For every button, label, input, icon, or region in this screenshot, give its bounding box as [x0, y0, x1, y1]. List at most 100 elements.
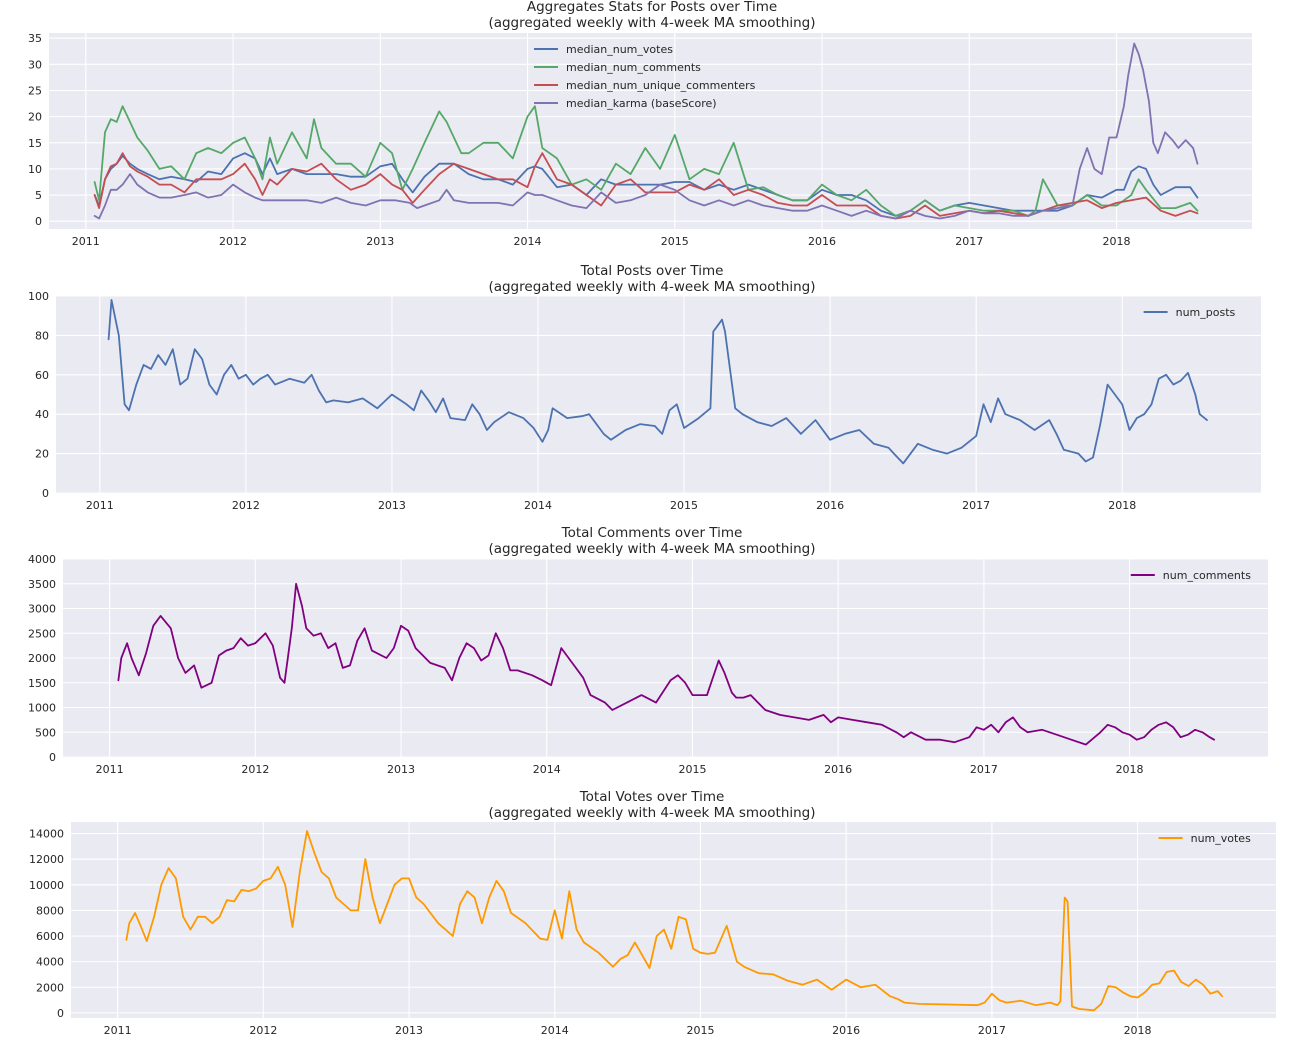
x-tick-label: 2016 [832, 1024, 860, 1037]
legend-label: median_num_votes [566, 43, 673, 56]
series-lines [93, 42, 1199, 220]
y-tick-label: 60 [35, 369, 49, 382]
y-tick-label: 10 [28, 163, 42, 176]
chart-subtitle: (aggregated weekly with 4-week MA smooth… [488, 805, 816, 821]
x-tick-label: 2012 [241, 763, 269, 776]
y-tick-label: 100 [28, 290, 49, 303]
x-tick-label: 2015 [670, 499, 698, 512]
chart-title: Total Posts over Time [580, 263, 724, 279]
gridlines [49, 33, 1252, 229]
y-tick-label: 2000 [36, 981, 64, 994]
series-lines [117, 582, 1215, 746]
y-tick-label: 2500 [28, 627, 56, 640]
x-tick-label: 2015 [686, 1024, 714, 1037]
x-tick-label: 2016 [816, 499, 844, 512]
x-tick-label: 2012 [249, 1024, 277, 1037]
series-line-median-karma-basescore [93, 42, 1199, 220]
x-tick-label: 2012 [232, 499, 260, 512]
chart-title: Total Votes over Time [579, 789, 725, 805]
y-tick-label: 14000 [29, 828, 64, 841]
x-tick-label: 2013 [387, 763, 415, 776]
series-line-median-num-votes [93, 152, 1199, 217]
legend-label: num_votes [1191, 832, 1251, 845]
x-tick-label: 2014 [533, 763, 561, 776]
x-tick-label: 2012 [219, 235, 247, 248]
series-lines [107, 299, 1208, 465]
x-tick-label: 2013 [395, 1024, 423, 1037]
legend-label: median_num_unique_commenters [566, 79, 756, 92]
y-tick-label: 8000 [36, 904, 64, 917]
y-tick-label: 6000 [36, 930, 64, 943]
x-tick-label: 2017 [955, 235, 983, 248]
x-tick-label: 2015 [678, 763, 706, 776]
series-line-num-comments [117, 582, 1215, 746]
legend-label: median_num_comments [566, 61, 701, 74]
legend-label: num_posts [1176, 306, 1236, 319]
y-tick-label: 0 [42, 487, 49, 500]
y-tick-label: 80 [35, 329, 49, 342]
x-tick-label: 2014 [541, 1024, 569, 1037]
chart-panel-total-votes: Total Votes over Time (aggregated weekly… [0, 786, 1304, 1049]
y-tick-label: 3500 [28, 578, 56, 591]
x-tick-label: 2011 [72, 235, 100, 248]
y-tick-label: 5 [35, 189, 42, 202]
y-tick-label: 2000 [28, 652, 56, 665]
legend-label: median_karma (baseScore) [566, 97, 717, 110]
y-tick-label: 0 [57, 1007, 64, 1020]
gridlines [56, 295, 1261, 494]
chart-title: Total Comments over Time [561, 525, 743, 541]
y-tick-label: 4000 [36, 956, 64, 969]
y-tick-label: 3000 [28, 603, 56, 616]
x-tick-label: 2011 [86, 499, 114, 512]
legend: median_num_votes median_num_commentsmedia… [534, 43, 756, 110]
chart-total-posts: 0 20 40 60 80 100 2011 2012 2013 2014 2015 2016 2017… [28, 290, 1261, 512]
chart-panel-aggregate-stats: Aggregates Stats for Posts over Time (ag… [0, 0, 1304, 262]
chart-subtitle: (aggregated weekly with 4-week MA smooth… [488, 541, 816, 557]
x-tick-label: 2018 [1108, 499, 1136, 512]
y-tick-label: 20 [35, 448, 49, 461]
chart-subtitle: (aggregated weekly with 4-week MA smooth… [488, 279, 816, 295]
y-tick-label: 10000 [29, 879, 64, 892]
legend-label: num_comments [1163, 569, 1251, 582]
y-tick-label: 1500 [28, 677, 56, 690]
x-tick-label: 2015 [661, 235, 689, 248]
x-tick-label: 2018 [1103, 235, 1131, 248]
x-tick-label: 2018 [1124, 1024, 1152, 1037]
x-tick-label: 2016 [808, 235, 836, 248]
chart-panel-total-posts: Total Posts over Time (aggregated weekly… [0, 262, 1304, 524]
y-tick-label: 30 [28, 58, 42, 71]
x-tick-label: 2011 [96, 763, 124, 776]
x-tick-label: 2017 [962, 499, 990, 512]
chart-panel-total-comments: Total Comments over Time (aggregated wee… [0, 524, 1304, 786]
series-lines [125, 830, 1223, 1012]
gridlines [63, 558, 1268, 758]
x-tick-label: 2016 [824, 763, 852, 776]
chart-total-comments: 0 500 1000 1500 2000 2500 3000 3500 4000 2011 2012… [28, 553, 1268, 776]
series-line-num-votes [125, 830, 1223, 1012]
legend: num_votes [1158, 832, 1251, 845]
series-line-num-posts [107, 299, 1208, 465]
y-tick-label: 0 [35, 215, 42, 228]
x-tick-label: 2014 [524, 499, 552, 512]
legend: num_comments [1130, 569, 1251, 582]
y-tick-label: 35 [28, 32, 42, 45]
y-tick-label: 0 [49, 751, 56, 764]
y-tick-label: 12000 [29, 853, 64, 866]
y-tick-label: 4000 [28, 553, 56, 566]
x-tick-label: 2017 [970, 763, 998, 776]
y-tick-label: 15 [28, 137, 42, 150]
y-tick-label: 500 [35, 726, 56, 739]
y-tick-label: 20 [28, 111, 42, 124]
x-tick-label: 2011 [104, 1024, 132, 1037]
y-tick-label: 40 [35, 408, 49, 421]
y-tick-label: 1000 [28, 702, 56, 715]
x-tick-label: 2018 [1116, 763, 1144, 776]
chart-subtitle: (aggregated weekly with 4-week MA smooth… [488, 15, 816, 31]
chart-aggregate-stats: 0 5 10 15 20 25 30 35 2011 2012 2013 2014 2015 2016 20… [28, 32, 1252, 248]
chart-title: Aggregates Stats for Posts over Time [526, 0, 778, 15]
x-tick-label: 2013 [378, 499, 406, 512]
x-tick-label: 2013 [366, 235, 394, 248]
plot-area [71, 822, 1276, 1018]
x-tick-label: 2014 [514, 235, 542, 248]
x-tick-label: 2017 [978, 1024, 1006, 1037]
